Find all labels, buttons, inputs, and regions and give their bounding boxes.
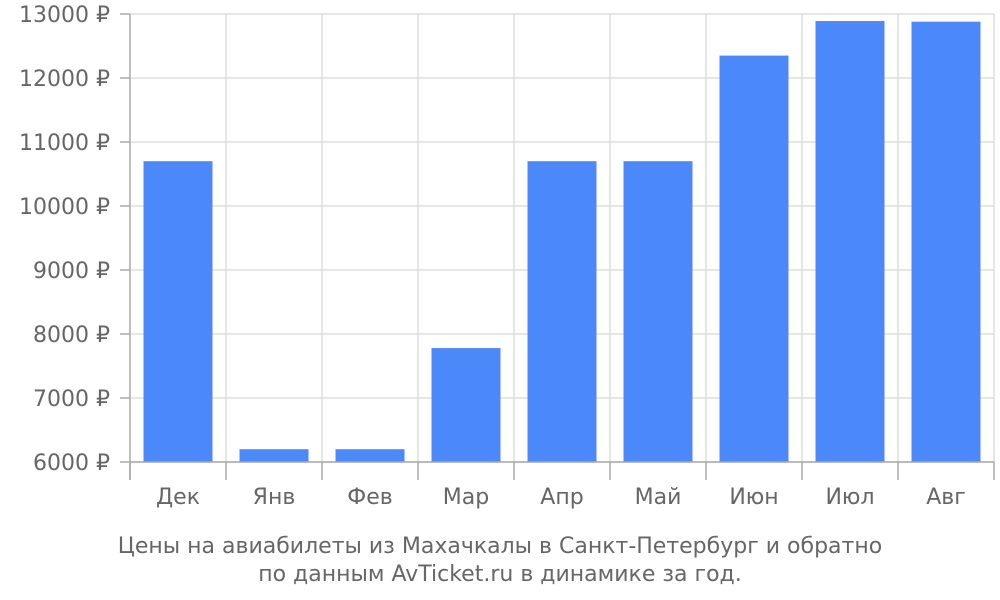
x-tick-label: Май bbox=[635, 485, 682, 510]
bar-9 bbox=[911, 21, 981, 463]
bars bbox=[143, 21, 981, 463]
chart-caption-line-1: Цены на авиабилеты из Махачкалы в Санкт-… bbox=[117, 534, 883, 559]
x-tick-label: Янв bbox=[253, 485, 296, 510]
x-tick-label: Июл bbox=[825, 485, 874, 510]
y-tick-label: 8000 ₽ bbox=[33, 323, 110, 348]
bar-4 bbox=[431, 348, 501, 462]
x-tick-labels: Дек Янв Фев Мар Апр Май Июн Июл Авг bbox=[156, 485, 966, 510]
bar-7 bbox=[719, 55, 789, 462]
bar-1 bbox=[143, 161, 213, 462]
bar-5 bbox=[527, 161, 597, 462]
x-tick-label: Мар bbox=[443, 485, 489, 510]
x-tick-label: Авг bbox=[926, 485, 966, 510]
y-tick-labels: 6000 ₽ 7000 ₽ 8000 ₽ 9000 ₽ 10000 ₽ 11000 ₽ 12… bbox=[19, 3, 110, 476]
bar-6 bbox=[623, 161, 693, 462]
y-tick-label: 12000 ₽ bbox=[19, 67, 110, 92]
x-tick-label: Дек bbox=[156, 485, 200, 510]
y-tick-label: 7000 ₽ bbox=[33, 387, 110, 412]
chart-caption-line-2: по данным AvTicket.ru в динамике за год. bbox=[258, 562, 742, 587]
y-tick-label: 10000 ₽ bbox=[19, 195, 110, 220]
axes bbox=[120, 13, 995, 480]
y-tick-label: 13000 ₽ bbox=[19, 3, 110, 28]
bar-3 bbox=[335, 449, 405, 462]
y-tick-label: 6000 ₽ bbox=[33, 451, 110, 476]
x-tick-label: Июн bbox=[729, 485, 778, 510]
x-tick-label: Апр bbox=[540, 485, 583, 510]
y-tick-label: 11000 ₽ bbox=[19, 131, 110, 156]
y-tick-label: 9000 ₽ bbox=[33, 259, 110, 284]
x-tick-label: Фев bbox=[347, 485, 392, 510]
bar-2 bbox=[239, 449, 309, 462]
bar-8 bbox=[815, 21, 885, 462]
